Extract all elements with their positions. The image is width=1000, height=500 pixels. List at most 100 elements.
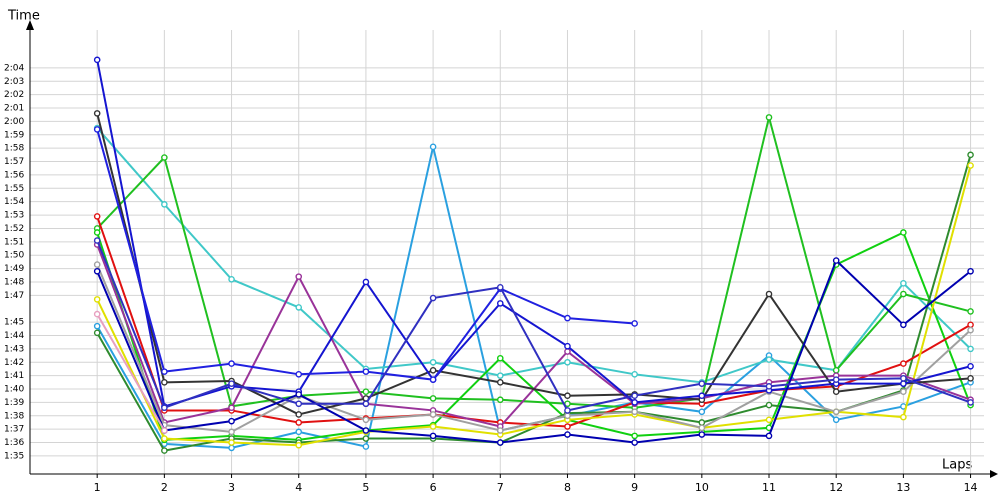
- y-tick-label: 1:47: [4, 291, 24, 301]
- data-point: [362, 416, 370, 424]
- data-point: [832, 416, 840, 424]
- data-point: [496, 354, 504, 362]
- y-tick-label: 1:55: [4, 184, 24, 194]
- y-axis-arrow: [26, 20, 34, 30]
- data-point: [161, 379, 168, 386]
- data-point: [228, 275, 235, 283]
- data-point: [496, 300, 504, 307]
- data-point: [429, 423, 437, 430]
- y-tick-label: 1:59: [4, 130, 24, 140]
- data-point: [832, 388, 840, 396]
- data-point: [631, 320, 638, 327]
- data-point: [295, 419, 303, 426]
- y-tick-label: 1:48: [4, 277, 24, 287]
- y-tick-label: 1:54: [4, 197, 24, 207]
- x-tick-label: 8: [564, 481, 571, 494]
- data-point: [967, 321, 974, 329]
- y-tick-label: 1:38: [4, 411, 24, 421]
- data-point: [228, 444, 235, 452]
- data-point: [900, 360, 907, 367]
- x-tick-label: 5: [362, 481, 369, 494]
- data-point: [765, 356, 773, 363]
- data-point: [161, 404, 168, 412]
- series-line: [96, 127, 972, 384]
- data-point: [832, 366, 840, 374]
- data-point: [228, 404, 235, 412]
- data-point: [93, 261, 101, 268]
- data-point: [362, 368, 370, 375]
- data-point: [93, 126, 101, 133]
- data-point: [967, 151, 974, 159]
- data-point: [900, 321, 907, 329]
- data-point: [900, 229, 907, 236]
- data-point: [900, 375, 907, 382]
- data-point: [295, 428, 303, 436]
- data-point: [93, 267, 101, 275]
- data-point: [93, 110, 101, 117]
- y-tick-label: 1:39: [4, 398, 24, 408]
- x-tick-label: 1: [94, 481, 101, 494]
- data-point: [496, 284, 504, 291]
- data-point: [496, 427, 504, 434]
- y-tick-label: 1:49: [4, 264, 24, 274]
- data-point: [429, 358, 437, 366]
- data-point: [429, 432, 437, 440]
- y-tick-label: 1:57: [4, 157, 24, 167]
- data-point: [93, 237, 101, 244]
- x-tick-label: 3: [228, 481, 235, 494]
- data-point: [564, 348, 571, 355]
- y-tick-label: 1:41: [4, 371, 24, 381]
- data-point: [832, 408, 840, 416]
- y-tick-label: 1:40: [4, 385, 24, 395]
- x-tick-label: 2: [161, 481, 168, 494]
- data-point: [967, 308, 974, 315]
- data-point: [295, 304, 303, 311]
- data-point: [832, 376, 840, 383]
- data-point: [429, 366, 437, 374]
- x-axis-label: Laps: [942, 458, 972, 473]
- data-point: [362, 278, 370, 286]
- data-point: [631, 392, 638, 400]
- y-axis-label: Time: [7, 9, 40, 24]
- y-tick-label: 1:36: [4, 438, 24, 448]
- data-point: [765, 432, 773, 440]
- data-point: [698, 392, 706, 400]
- data-point: [564, 423, 571, 430]
- data-point: [631, 439, 638, 446]
- data-point: [698, 431, 706, 438]
- y-tick-label: 1:58: [4, 144, 24, 154]
- data-point: [429, 143, 437, 151]
- y-tick-label: 1:42: [4, 358, 24, 368]
- data-point: [228, 417, 235, 425]
- y-tick-label: 1:44: [4, 331, 24, 341]
- data-point: [228, 439, 235, 446]
- data-point: [564, 392, 571, 400]
- x-tick-label: 9: [631, 481, 638, 494]
- data-point: [93, 310, 101, 318]
- data-point: [496, 439, 504, 446]
- data-point: [93, 322, 101, 330]
- series-line: [96, 258, 972, 444]
- data-point: [93, 296, 101, 303]
- data-point: [93, 329, 101, 337]
- data-point: [295, 411, 303, 418]
- data-point: [362, 388, 370, 396]
- data-point: [631, 408, 638, 416]
- x-tick-label: 14: [964, 481, 978, 494]
- data-point: [564, 407, 571, 414]
- data-point: [295, 391, 303, 398]
- y-tick-label: 1:53: [4, 211, 24, 221]
- data-point: [429, 376, 437, 383]
- data-point: [765, 114, 773, 121]
- data-point: [698, 380, 706, 387]
- data-point: [564, 358, 571, 366]
- data-point: [228, 360, 235, 367]
- data-point: [161, 201, 168, 208]
- series-line: [96, 264, 972, 433]
- data-point: [967, 375, 974, 382]
- data-point: [900, 290, 907, 298]
- data-point: [967, 345, 974, 353]
- data-point: [496, 379, 504, 386]
- data-point: [967, 326, 974, 334]
